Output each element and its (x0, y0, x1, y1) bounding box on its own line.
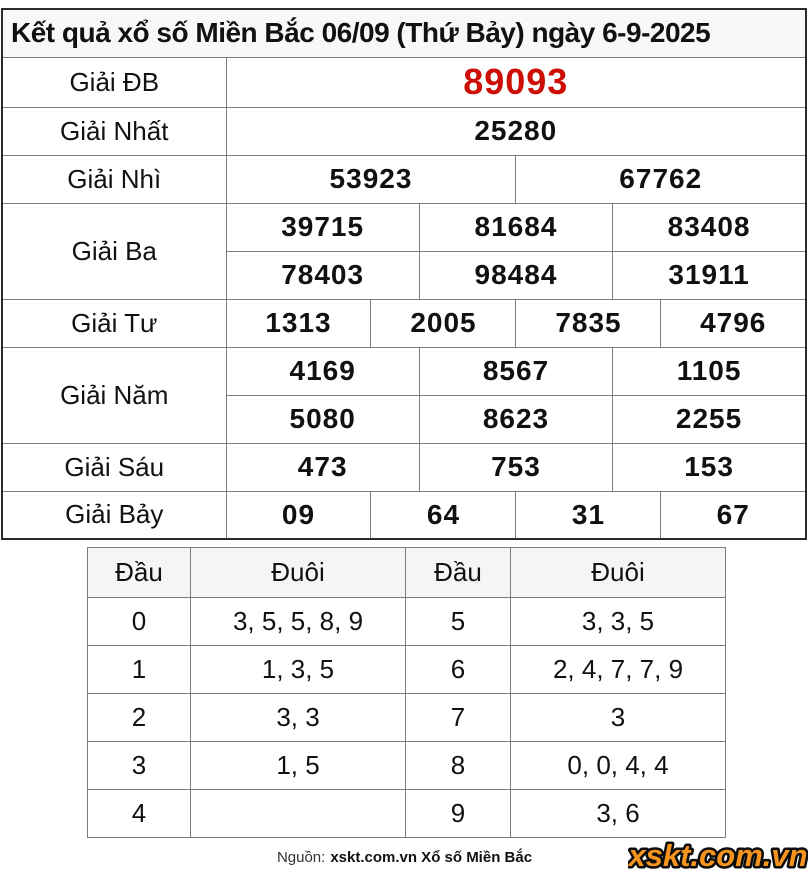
prize-label: Giải Năm (1, 346, 227, 444)
prize-value: 8567 (418, 346, 614, 396)
prize-value: 153 (612, 442, 807, 492)
prize-value: 81684 (418, 202, 614, 252)
digit-cell: 8 (405, 741, 511, 790)
digit-header-cell: Đầu (87, 547, 191, 598)
digit-cell: 7 (405, 693, 511, 742)
digit-cell: 3 (87, 741, 191, 790)
prize-label: Giải Ba (1, 202, 227, 300)
digit-table-body: 0 3, 5, 5, 8, 9 5 3, 3, 5 1 1, 3, 5 6 2, 4, 7, … (87, 597, 726, 838)
digit-row: 3 1, 5 8 0, 0, 4, 4 (87, 741, 726, 790)
prize-label: Giải Tư (1, 298, 227, 348)
prize-row: 78403 98484 31911 (2, 250, 807, 300)
prize-label: Giải ĐB (1, 56, 227, 108)
digit-cell: 2, 4, 7, 7, 9 (510, 645, 726, 694)
digit-cell: 0 (87, 597, 191, 646)
prize-value: 25280 (225, 106, 807, 156)
prize-table: Kết quả xổ số Miền Bắc 06/09 (Thứ Bảy) n… (1, 8, 807, 540)
digit-cell: 0, 0, 4, 4 (510, 741, 726, 790)
prize-value: 67762 (515, 154, 807, 204)
prize-value: 7835 (515, 298, 662, 348)
xskt-logo[interactable]: xskt.com.vn (628, 838, 808, 873)
prize-value: 4796 (660, 298, 807, 348)
prize-value: 1105 (612, 346, 807, 396)
digit-row: 0 3, 5, 5, 8, 9 5 3, 3, 5 (87, 597, 726, 646)
digit-cell: 1 (87, 645, 191, 694)
prize-label: Giải Nhì (1, 154, 227, 204)
digit-cell (190, 789, 406, 838)
prize-value: 67 (660, 490, 807, 540)
prize-value: 53923 (225, 154, 517, 204)
digit-cell: 5 (405, 597, 511, 646)
digit-cell: 3, 3 (190, 693, 406, 742)
prize-value: 31911 (612, 250, 807, 300)
prize-value: 78403 (225, 250, 420, 300)
prize-value: 4169 (225, 346, 420, 396)
prize-label: Giải Bảy (1, 490, 227, 540)
prize-value: 2005 (370, 298, 517, 348)
source-label: Nguồn: (276, 849, 326, 866)
digit-header-cell: Đầu (405, 547, 511, 598)
digit-header-cell: Đuôi (510, 547, 726, 598)
prize-value: 09 (225, 490, 372, 540)
xskt-logo-text: xskt.com.vn (628, 838, 808, 873)
digit-cell: 6 (405, 645, 511, 694)
digit-cell: 9 (405, 789, 511, 838)
prize-value: 5080 (225, 394, 420, 444)
prize-value: 31 (515, 490, 662, 540)
digit-cell: 2 (87, 693, 191, 742)
prize-row: Giải Năm 4169 8567 1105 (1, 346, 807, 444)
prize-row: Giải Bảy 09 64 31 67 (1, 490, 807, 540)
prize-row: Giải Ba 39715 81684 83408 (1, 202, 807, 300)
digit-cell: 3, 5, 5, 8, 9 (190, 597, 406, 646)
prize-value: 8623 (418, 394, 614, 444)
digit-cell: 1, 3, 5 (190, 645, 406, 694)
prize-value: 753 (418, 442, 614, 492)
digit-cell: 3, 6 (510, 789, 726, 838)
prize-value: 98484 (418, 250, 614, 300)
digit-row: 1 1, 3, 5 6 2, 4, 7, 7, 9 (87, 645, 726, 694)
digit-header-row: Đầu Đuôi Đầu Đuôi (87, 547, 726, 598)
digit-cell: 4 (87, 789, 191, 838)
page-title: Kết quả xổ số Miền Bắc 06/09 (Thứ Bảy) n… (1, 8, 807, 58)
prize-value: 1313 (225, 298, 372, 348)
digit-cell: 3, 3, 5 (510, 597, 726, 646)
prize-value: 473 (225, 442, 420, 492)
digit-table-head: Đầu Đuôi Đầu Đuôi (87, 547, 726, 598)
footer: Nguồn: xskt.com.vn Xổ số Miền Bắc (0, 849, 809, 866)
digit-row: 4 9 3, 6 (87, 789, 726, 838)
source-name: xskt.com.vn Xổ số Miền Bắc (330, 849, 533, 866)
prize-value: 83408 (612, 202, 807, 252)
digit-header-cell: Đuôi (190, 547, 406, 598)
prize-row: Giải Sáu 473 753 153 (1, 442, 807, 492)
title-row: Kết quả xổ số Miền Bắc 06/09 (Thứ Bảy) n… (1, 8, 807, 58)
prize-row: Giải Nhất 25280 (1, 106, 807, 156)
prize-row: Giải ĐB 89093 (1, 56, 807, 108)
digit-cell: 1, 5 (190, 741, 406, 790)
prize-value: 89093 (225, 56, 807, 108)
prize-row: Giải Tư 1313 2005 7835 4796 (1, 298, 807, 348)
prize-value: 39715 (225, 202, 420, 252)
prize-row: Giải Nhì 53923 67762 (1, 154, 807, 204)
prize-value: 2255 (612, 394, 807, 444)
prize-label: Giải Nhất (1, 106, 227, 156)
prize-table-body: Kết quả xổ số Miền Bắc 06/09 (Thứ Bảy) n… (1, 8, 807, 540)
digit-cell: 3 (510, 693, 726, 742)
prize-label: Giải Sáu (1, 442, 227, 492)
prize-value: 64 (370, 490, 517, 540)
digit-table: Đầu Đuôi Đầu Đuôi 0 3, 5, 5, 8, 9 5 3, 3, 5 1 1,… (87, 547, 726, 838)
